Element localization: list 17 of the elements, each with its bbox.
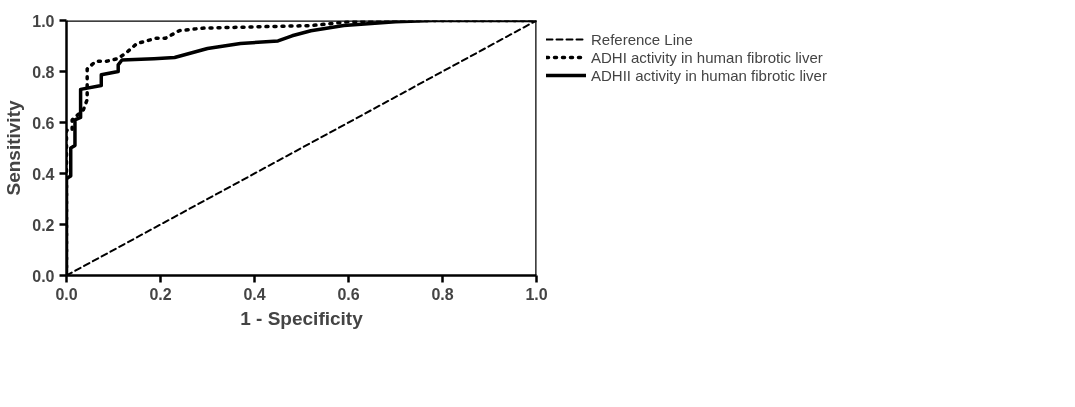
- x-tick-label: 1.0: [525, 285, 548, 303]
- x-tick-label: 0.4: [243, 285, 266, 303]
- y-axis-title: Sensitivity: [3, 100, 25, 196]
- x-axis-title: 1 - Specificity: [240, 307, 364, 329]
- legend-label: ADHI activity in human fibrotic liver: [591, 48, 823, 66]
- legend-label: ADHII activity in human fibrotic liver: [591, 66, 827, 84]
- y-tick-label: 1.0: [32, 12, 55, 30]
- legend-label: Reference Line: [591, 30, 693, 48]
- x-tick-label: 0.0: [55, 285, 78, 303]
- y-tick-label: 0.0: [32, 267, 55, 285]
- y-tick-label: 0.8: [32, 63, 55, 81]
- y-tick-label: 0.2: [32, 216, 55, 234]
- y-tick-label: 0.4: [32, 165, 55, 183]
- y-tick-label: 0.6: [32, 114, 55, 132]
- x-tick-label: 0.6: [337, 285, 360, 303]
- x-tick-label: 0.8: [431, 285, 454, 303]
- x-tick-label: 0.2: [149, 285, 172, 303]
